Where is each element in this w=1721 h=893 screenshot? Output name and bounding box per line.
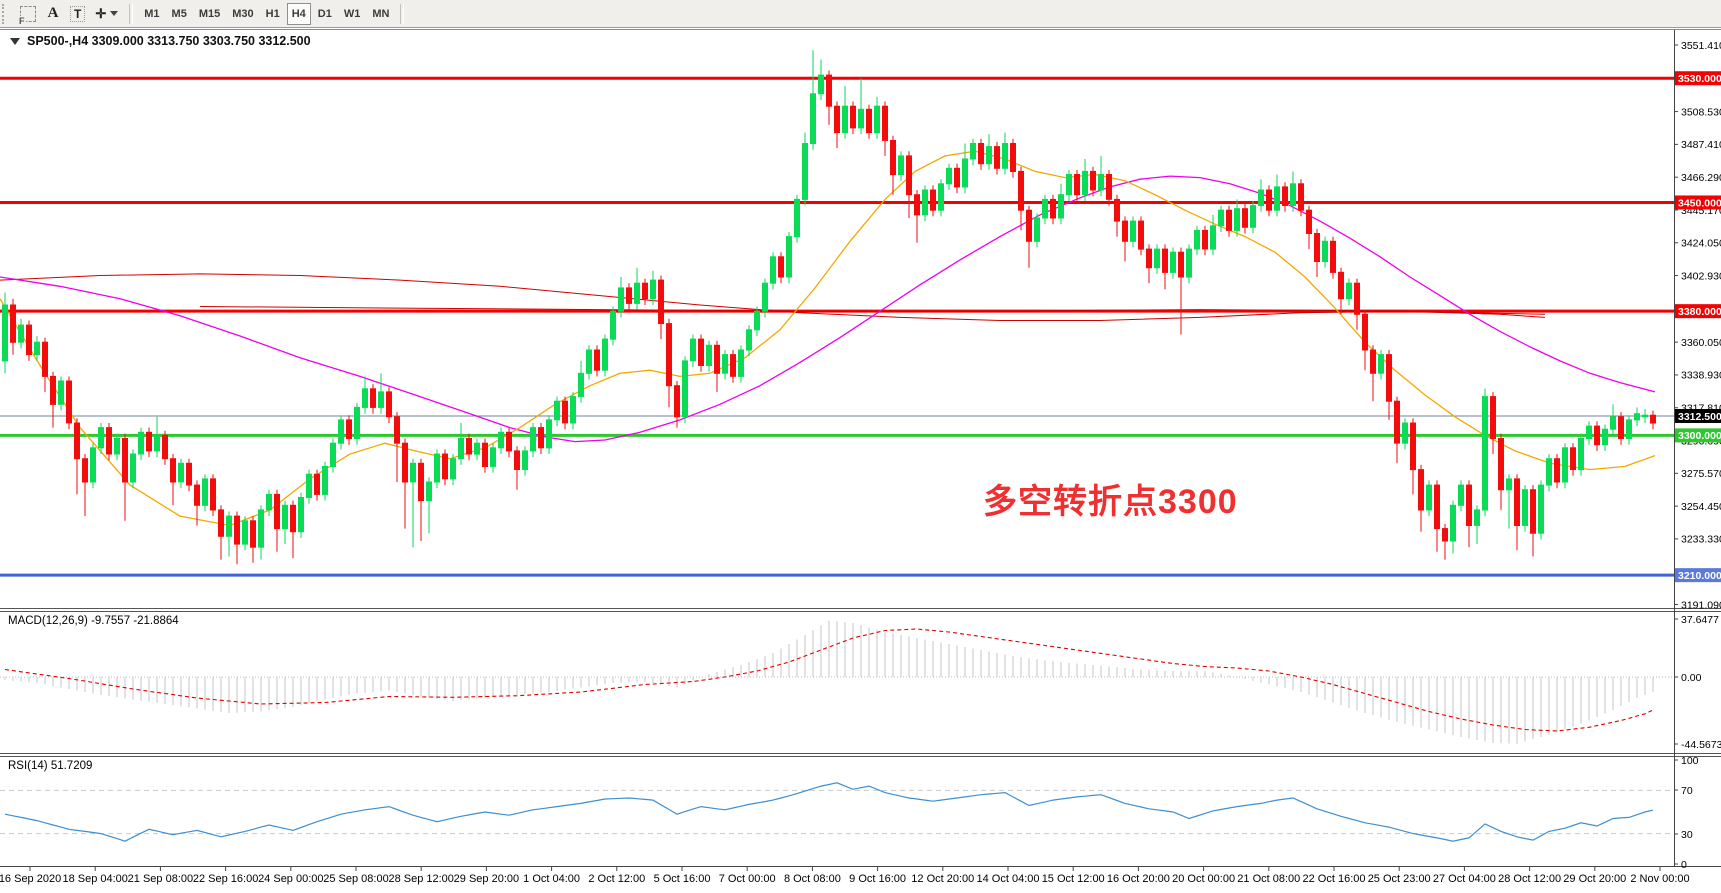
time-axis-label: 29 Oct 20:00 <box>1563 873 1626 885</box>
time-axis-label: 12 Oct 20:00 <box>911 873 974 885</box>
time-axis-label: 21 Oct 08:00 <box>1237 873 1300 885</box>
time-axis-label: 7 Oct 00:00 <box>719 873 776 885</box>
price-marker-text: 3210.000 <box>1678 570 1721 582</box>
price-tick-label: 3338.930 <box>1681 370 1721 382</box>
price-marker-text: 3300.000 <box>1678 430 1721 442</box>
price-tick-label: 3191.090 <box>1681 599 1721 611</box>
price-tick-label: 3233.330 <box>1681 534 1721 546</box>
price-marker-text: 3380.000 <box>1678 306 1721 318</box>
time-axis-label: 2 Oct 12:00 <box>588 873 645 885</box>
time-axis-label: 1 Oct 04:00 <box>523 873 580 885</box>
price-marker-label <box>1675 428 1721 443</box>
toolbar-grip[interactable] <box>2 3 10 24</box>
time-axis-label: 25 Sep 08:00 <box>323 873 388 885</box>
ma-slow2-line <box>199 306 1546 315</box>
price-marker-text: 3450.000 <box>1678 197 1721 209</box>
time-axis-label: 2 Nov 00:00 <box>1630 873 1689 885</box>
toolbar: F A T ✛ M1 M5 M15 M30 H1 H4 D1 W1 MN <box>0 0 1721 28</box>
text-tool-button[interactable]: A <box>41 3 65 25</box>
timeframe-button-w1[interactable]: W1 <box>343 7 361 20</box>
price-marker-label <box>1675 71 1721 86</box>
price-tick-label: 3424.050 <box>1681 238 1721 250</box>
macd-axis-label: -44.5673 <box>1681 739 1721 751</box>
time-axis-label: 21 Sep 08:00 <box>128 873 193 885</box>
time-axis-label: 24 Sep 00:00 <box>258 873 323 885</box>
time-axis-label: 5 Oct 16:00 <box>654 873 711 885</box>
macd-axis-label: 0.00 <box>1681 672 1702 684</box>
time-axis-label: 16 Oct 20:00 <box>1107 873 1170 885</box>
price-tick-label: 3487.410 <box>1681 139 1721 151</box>
time-axis-label: 28 Sep 12:00 <box>388 873 453 885</box>
chart-text-annotation[interactable]: 多空转折点3300 <box>983 483 1238 521</box>
rsi-line <box>4 782 1654 842</box>
time-axis-label: 8 Oct 08:00 <box>784 873 841 885</box>
ma-mid-line <box>0 175 1656 443</box>
candles-layer <box>2 50 1656 565</box>
template-icon-label: F <box>18 15 26 26</box>
price-marker-label <box>1675 408 1721 423</box>
macd-signal-line <box>4 628 1654 732</box>
timeframe-button-m1[interactable]: M1 <box>144 7 160 20</box>
textbox-tool-icon: T <box>70 5 86 22</box>
textbox-tool-button[interactable]: T <box>65 3 90 25</box>
time-axis-label: 29 Sep 20:00 <box>454 873 519 885</box>
price-marker-text: 3312.500 <box>1678 411 1721 423</box>
time-axis-label: 18 Sep 04:00 <box>62 873 127 885</box>
rsi-axis-label: 30 <box>1681 829 1693 841</box>
template-icon: F <box>18 5 36 26</box>
symbol-quote-line: SP500-,H4 3309.000 3313.750 3303.750 331… <box>27 34 311 48</box>
time-axis-label: 22 Oct 16:00 <box>1303 873 1366 885</box>
timeframe-button-m15[interactable]: M15 <box>198 7 221 20</box>
rsi-axis-label: 0 <box>1681 859 1687 871</box>
text-tool-icon: A <box>47 5 59 21</box>
time-axis-label: 20 Oct 00:00 <box>1172 873 1235 885</box>
ma-slow-line <box>0 273 1546 321</box>
price-tick-label: 3254.450 <box>1681 501 1721 513</box>
price-marker-text: 3530.000 <box>1678 73 1721 85</box>
time-axis-label: 16 Sep 2020 <box>0 873 61 885</box>
chevron-down-icon[interactable] <box>110 11 119 16</box>
template-tool-button[interactable]: F <box>13 3 41 26</box>
collapse-icon[interactable] <box>10 37 20 45</box>
time-axis-label: 27 Oct 04:00 <box>1433 873 1496 885</box>
macd-histogram <box>4 620 1654 744</box>
timeframe-button-h1[interactable]: H1 <box>265 7 280 20</box>
time-axis-label: 15 Oct 12:00 <box>1042 873 1105 885</box>
price-marker-label <box>1675 304 1721 319</box>
time-axis-label: 14 Oct 04:00 <box>977 873 1040 885</box>
time-axis-label: 25 Oct 23:00 <box>1368 873 1431 885</box>
toolbar-separator <box>400 3 405 24</box>
macd-axis-label: 37.6477 <box>1681 614 1719 626</box>
timeframe-button-d1[interactable]: D1 <box>317 7 332 20</box>
timeframe-button-m30[interactable]: M30 <box>232 7 254 20</box>
chart-canvas[interactable]: 3551.4103508.5303487.4103466.2903445.170… <box>0 28 1721 893</box>
price-tick-label: 3402.930 <box>1681 270 1721 282</box>
price-marker-label <box>1675 568 1721 583</box>
rsi-axis-label: 70 <box>1681 785 1693 797</box>
timeframe-button-mn[interactable]: MN <box>372 7 390 20</box>
chart-header: SP500-,H4 3309.000 3313.750 3303.750 331… <box>10 34 311 48</box>
timeframe-buttons: M1 M5 M15 M30 H1 H4 D1 W1 MN <box>139 2 394 25</box>
price-tick-label: 3360.050 <box>1681 337 1721 349</box>
price-tick-label: 3466.290 <box>1681 172 1721 184</box>
price-tick-label: 3275.570 <box>1681 468 1721 480</box>
macd-panel-label: MACD(12,26,9) -9.7557 -21.8864 <box>8 615 179 627</box>
rsi-panel-label: RSI(14) 51.7209 <box>8 760 92 772</box>
timeframe-button-m5[interactable]: M5 <box>171 7 187 20</box>
time-axis-label: 22 Sep 16:00 <box>193 873 258 885</box>
price-tick-label: 3508.530 <box>1681 106 1721 118</box>
price-marker-label <box>1675 195 1721 210</box>
time-axis-label: 28 Oct 12:00 <box>1498 873 1561 885</box>
toolbar-separator <box>129 3 134 24</box>
cursor-tool-icon: ✛ <box>95 5 107 21</box>
rsi-axis-label: 100 <box>1681 755 1699 767</box>
price-tick-label: 3551.410 <box>1681 40 1721 52</box>
cursor-tool-button[interactable]: ✛ <box>90 3 123 25</box>
timeframe-button-h4[interactable]: H4 <box>286 2 311 25</box>
time-axis-label: 9 Oct 16:00 <box>849 873 906 885</box>
